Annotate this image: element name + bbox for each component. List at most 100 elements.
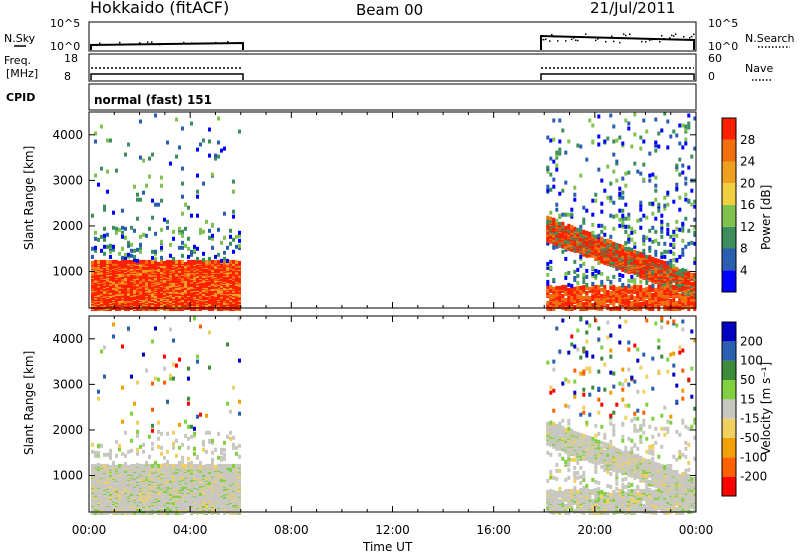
- cell: [624, 216, 628, 221]
- cell: [642, 118, 646, 123]
- cell: [660, 259, 664, 264]
- cell: [585, 274, 589, 279]
- cell: [639, 302, 643, 306]
- cell: [675, 226, 679, 231]
- cell: [657, 291, 661, 295]
- cell: [109, 254, 112, 259]
- cell: [175, 117, 178, 122]
- cell: [546, 169, 550, 174]
- cell: [693, 256, 697, 261]
- cell: [600, 209, 604, 214]
- cell: [103, 463, 106, 468]
- cell: [193, 271, 196, 276]
- cell: [654, 188, 658, 193]
- cell: [564, 212, 568, 217]
- cell: [612, 214, 616, 219]
- cell: [196, 189, 199, 194]
- cell: [618, 255, 622, 260]
- cell: [181, 194, 184, 199]
- cell: [97, 396, 100, 401]
- cell: [184, 243, 187, 248]
- cell: [639, 203, 643, 208]
- cell: [178, 145, 181, 150]
- cell: [199, 301, 202, 305]
- cell: [124, 276, 127, 281]
- cell: [151, 259, 154, 264]
- cell: [666, 264, 670, 269]
- colorbar-segment: [722, 270, 736, 292]
- cell: [136, 447, 139, 452]
- cell: [558, 221, 562, 226]
- cell: [567, 270, 571, 275]
- colorbar-segment: [722, 226, 736, 249]
- cell: [657, 144, 661, 149]
- cell: [672, 229, 676, 234]
- cell: [130, 448, 133, 453]
- cell: [654, 257, 658, 262]
- cell: [169, 275, 172, 280]
- cell: [663, 260, 667, 265]
- cell: [549, 210, 553, 215]
- cell: [190, 259, 193, 264]
- cell: [154, 231, 157, 236]
- cell: [651, 307, 655, 311]
- cell: [187, 259, 190, 264]
- cell: [190, 249, 193, 254]
- cell: [166, 219, 169, 224]
- cell: [594, 198, 598, 203]
- cell: [121, 255, 124, 260]
- cell: [181, 259, 184, 264]
- cell: [564, 225, 568, 230]
- cell: [678, 293, 682, 297]
- cell: [139, 155, 142, 160]
- cell: [91, 260, 94, 265]
- cell: [690, 202, 694, 207]
- nsearch-tick-high: 10^5: [708, 17, 738, 30]
- cell: [118, 251, 121, 256]
- cell: [217, 116, 220, 121]
- cell: [681, 123, 685, 128]
- cell: [582, 296, 586, 300]
- nsearch-point: [625, 34, 627, 37]
- nsearch-point: [541, 38, 543, 41]
- cell: [597, 134, 601, 139]
- cell: [127, 464, 130, 469]
- cell: [681, 221, 685, 226]
- cell: [196, 194, 199, 199]
- cell: [639, 171, 643, 176]
- cell: [172, 229, 175, 234]
- cell: [130, 242, 133, 247]
- cell: [660, 222, 664, 227]
- cell: [591, 245, 595, 250]
- cell: [636, 303, 640, 307]
- cell: [576, 295, 580, 299]
- cell: [217, 292, 220, 296]
- cell: [645, 300, 649, 304]
- cell: [657, 208, 661, 213]
- cell: [636, 169, 640, 174]
- nsearch-point: [195, 42, 197, 45]
- nsearch-point: [549, 40, 551, 42]
- cell: [609, 181, 613, 186]
- nsearch-point: [595, 39, 597, 42]
- cell: [205, 259, 208, 264]
- cell: [576, 267, 580, 272]
- nsearch-point: [605, 40, 607, 43]
- cell: [133, 254, 136, 259]
- cell: [648, 173, 652, 178]
- cell: [118, 291, 121, 295]
- cell: [642, 287, 646, 292]
- cell: [582, 229, 586, 234]
- cell: [684, 244, 688, 249]
- cell: [181, 291, 184, 295]
- cell: [115, 168, 118, 173]
- cell: [627, 278, 631, 283]
- cell: [106, 463, 109, 468]
- nsearch-point: [673, 35, 675, 37]
- cell: [609, 113, 613, 118]
- cell: [642, 213, 646, 218]
- cell: [214, 254, 217, 259]
- cell: [103, 499, 106, 503]
- cell: [106, 452, 109, 457]
- cell: [615, 242, 619, 247]
